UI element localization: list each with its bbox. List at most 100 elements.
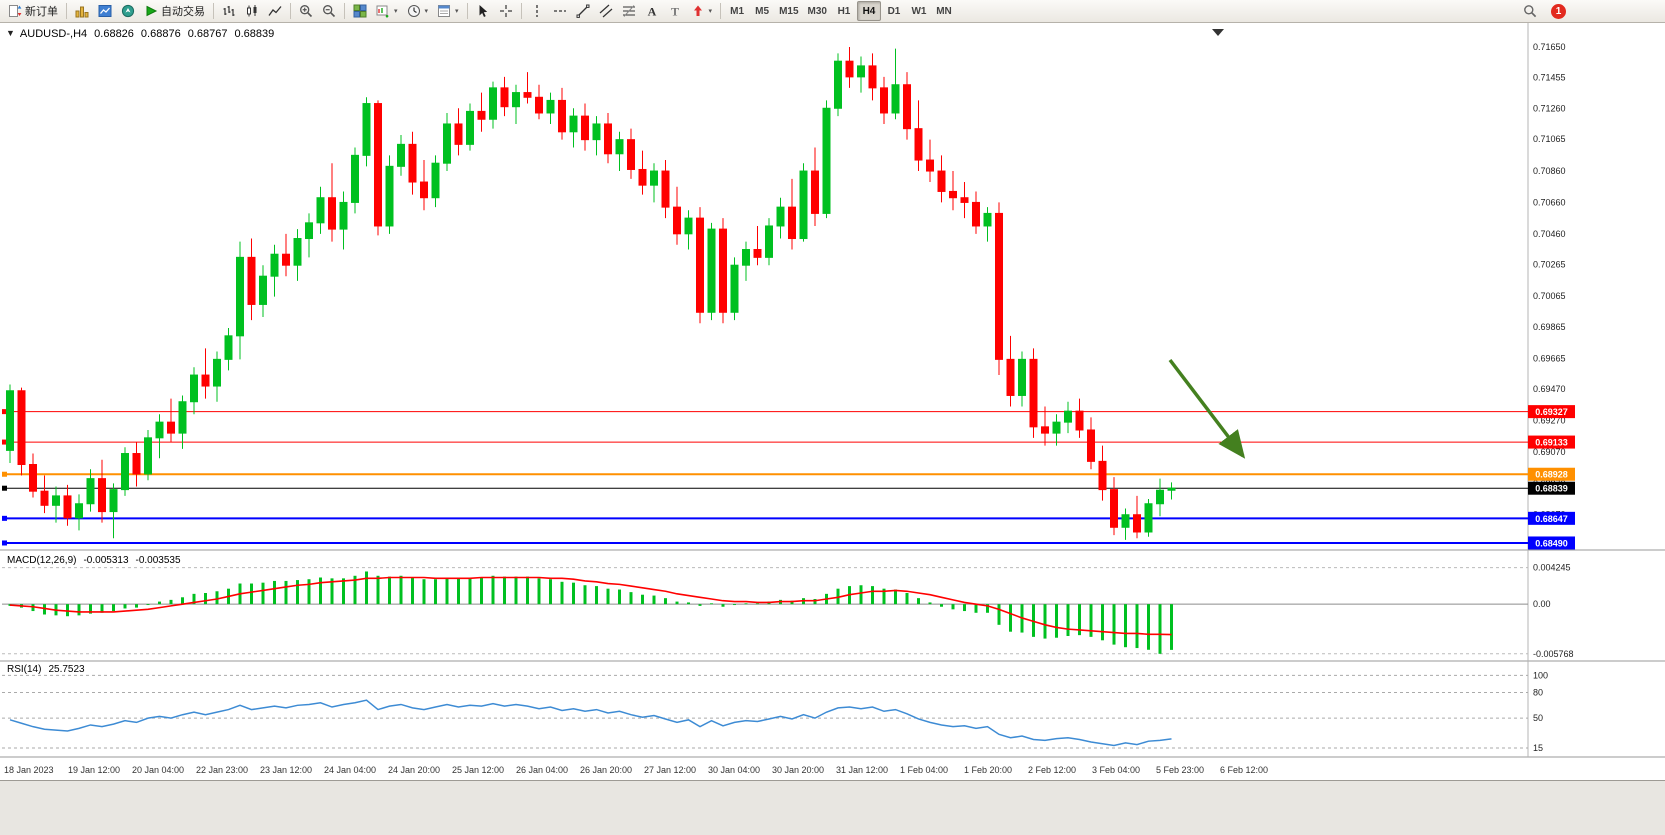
crosshair-button[interactable] <box>495 1 517 21</box>
candle-body <box>316 197 325 224</box>
candle-body <box>224 335 233 360</box>
ohlc-open: 0.68826 <box>94 28 134 40</box>
line-chart-icon <box>268 6 282 16</box>
candle-body <box>443 123 451 164</box>
new-chart-button[interactable]: ▾ <box>372 1 402 21</box>
price-tag-label: 0.68647 <box>1535 514 1568 524</box>
line-anchor-handle[interactable] <box>2 540 7 546</box>
candle-body <box>926 159 934 172</box>
trendline-button[interactable] <box>572 1 594 21</box>
time-axis-label: 25 Jan 12:00 <box>452 765 505 775</box>
cursor-button[interactable] <box>472 1 494 21</box>
time-axis-label: 2 Feb 12:00 <box>1028 765 1077 775</box>
candle-body <box>581 115 589 141</box>
dropdown-arrow-icon: ▾ <box>424 8 429 15</box>
horizontal-line-button[interactable] <box>549 1 571 21</box>
charts-profile-button[interactable] <box>71 1 93 21</box>
search-button[interactable] <box>1519 1 1541 21</box>
ohlc-high: 0.68876 <box>140 28 181 40</box>
candle-body <box>880 87 888 114</box>
channel-button[interactable] <box>595 1 617 21</box>
line-anchor-handle[interactable] <box>2 515 7 521</box>
chart-title: ▼ AUDUSD-,H4 0.68826 0.68876 0.68767 0.6… <box>6 28 274 40</box>
timeframe-button-m1[interactable]: M1 <box>725 1 749 21</box>
candle-body <box>86 478 95 505</box>
price-tag-label: 0.69327 <box>1535 407 1568 417</box>
fibonacci-button[interactable] <box>618 1 640 21</box>
candle-body <box>408 143 417 183</box>
arrow-annotation[interactable] <box>1168 358 1246 459</box>
candle-body <box>1144 503 1153 533</box>
candle-body <box>707 228 716 313</box>
candle-body <box>512 92 520 108</box>
candle-body <box>1156 489 1164 505</box>
text-label-button[interactable]: T <box>664 1 686 21</box>
time-axis-label: 1 Feb 04:00 <box>900 765 949 775</box>
line-anchor-handle[interactable] <box>2 439 7 445</box>
line-anchor-handle[interactable] <box>2 471 7 477</box>
price-axis-label: 0.69470 <box>1533 384 1566 394</box>
line-anchor-handle[interactable] <box>2 409 7 415</box>
time-axis-label: 24 Jan 20:00 <box>388 765 441 775</box>
macd-axis-label: 0.004245 <box>1533 563 1571 573</box>
candle-body <box>592 123 601 141</box>
zoom-out-button[interactable] <box>318 1 340 21</box>
toolbar-separator <box>520 3 522 19</box>
candle-body <box>144 437 152 475</box>
candle-body <box>1167 487 1176 491</box>
new-order-label: 新订单 <box>25 6 58 18</box>
price-axis-label: 0.70265 <box>1533 259 1566 269</box>
template-button[interactable]: ▾ <box>433 1 463 21</box>
candle-body <box>546 99 555 114</box>
auto-trading-button[interactable]: 自动交易 <box>140 1 209 21</box>
notification-badge[interactable]: 1 <box>1551 3 1566 19</box>
chart-shift-marker[interactable] <box>1212 29 1224 36</box>
time-axis[interactable]: 18 Jan 2023 19 Jan 12:00 20 Jan 04:00 22 Ja… <box>0 761 1665 780</box>
time-axis-label: 6 Feb 12:00 <box>1220 765 1269 775</box>
tile-windows-button[interactable] <box>349 1 371 21</box>
candle-body <box>1133 514 1141 533</box>
navigator-button[interactable] <box>117 1 139 21</box>
candle-body <box>903 84 911 130</box>
candle-body <box>1029 358 1038 428</box>
price-tag <box>1528 405 1575 419</box>
period-button[interactable]: ▾ <box>403 1 433 21</box>
text-button[interactable]: A <box>641 1 663 21</box>
chart-canvas[interactable]: 0.71650 0.71455 0.71260 0.71065 0.70860 0.706… <box>0 23 1665 759</box>
rsi-value: 25.7523 <box>48 664 85 675</box>
price-axis-label: 0.69665 <box>1533 354 1566 364</box>
timeframe-button-w1[interactable]: W1 <box>907 1 931 21</box>
candle-body <box>673 206 681 235</box>
arrows-button[interactable]: ▾ <box>687 1 717 21</box>
candle-body <box>190 374 198 403</box>
timeframe-button-h4[interactable]: H4 <box>856 1 881 21</box>
timeframe-button-h1[interactable]: H1 <box>832 1 856 21</box>
candle-body <box>1110 489 1118 528</box>
candle-body <box>75 503 83 519</box>
timeframe-button-m30[interactable]: M30 <box>804 1 831 21</box>
candle-body <box>684 217 693 235</box>
line-anchor-handle[interactable] <box>2 485 7 491</box>
tile-windows-icon <box>353 4 367 18</box>
timeframe-button-m5[interactable]: M5 <box>750 1 774 21</box>
candle-body <box>788 206 796 240</box>
chart-menu-arrow-icon[interactable]: ▼ <box>6 28 15 38</box>
candle-body <box>891 84 900 114</box>
zoom-in-button[interactable] <box>295 1 317 21</box>
dropdown-arrow-icon: ▾ <box>708 8 713 15</box>
vertical-line-button[interactable] <box>526 1 548 21</box>
timeframe-button-d1[interactable]: D1 <box>882 1 906 21</box>
crosshair-icon <box>499 5 512 17</box>
price-axis-label: 0.70460 <box>1533 229 1566 239</box>
bar-chart-button[interactable] <box>218 1 240 21</box>
market-watch-button[interactable] <box>94 1 116 21</box>
svg-text:A: A <box>647 5 656 19</box>
price-axis-label: 0.71650 <box>1533 42 1566 52</box>
line-chart-button[interactable] <box>264 1 286 21</box>
timeframe-button-m15[interactable]: M15 <box>775 1 802 21</box>
charts-stack-icon <box>75 6 89 18</box>
timeframe-button-mn[interactable]: MN <box>932 1 956 21</box>
new-order-button[interactable]: 新订单 <box>4 1 62 21</box>
candle-body <box>776 206 785 227</box>
candlestick-chart-button[interactable] <box>241 1 263 21</box>
